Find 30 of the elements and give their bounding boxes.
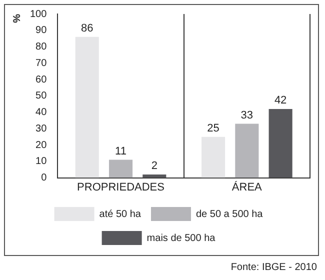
bar [142, 174, 166, 178]
data-label: 86 [80, 22, 94, 34]
y-tick-label: 10 [36, 156, 48, 168]
bar [108, 160, 133, 178]
y-tick-label: 50 [36, 90, 48, 102]
data-label: 25 [207, 122, 220, 134]
y-tick-label: 60 [36, 74, 48, 86]
data-label: 33 [240, 109, 254, 122]
x-tick-label: ÁREA [232, 180, 263, 194]
legend-label: de 50 a 500 ha [196, 208, 264, 220]
y-tick-label: 20 [36, 140, 48, 151]
bar [75, 36, 99, 178]
y-tick-label: 80 [36, 42, 48, 53]
y-tick-label: 70 [36, 58, 48, 69]
data-label: 42 [274, 94, 287, 107]
data-label: 2 [151, 160, 158, 172]
y-tick-label: 0 [41, 172, 48, 184]
x-tick-label: PROPRIEDADES [77, 181, 164, 194]
source-note: Fonte: IBGE - 2010 [230, 262, 317, 273]
bar [235, 124, 259, 178]
legend-label: mais de 500 ha [146, 232, 216, 244]
y-tick-label: 30 [36, 123, 48, 134]
y-axis-title: % [12, 14, 23, 23]
y-tick-label: 40 [36, 107, 48, 118]
bar [202, 136, 226, 178]
y-tick-label: 100 [30, 8, 48, 20]
bar [268, 109, 292, 178]
data-label: 11 [115, 145, 126, 158]
y-tick-label: 90 [36, 25, 48, 36]
legend-label: até 50 ha [99, 208, 142, 220]
